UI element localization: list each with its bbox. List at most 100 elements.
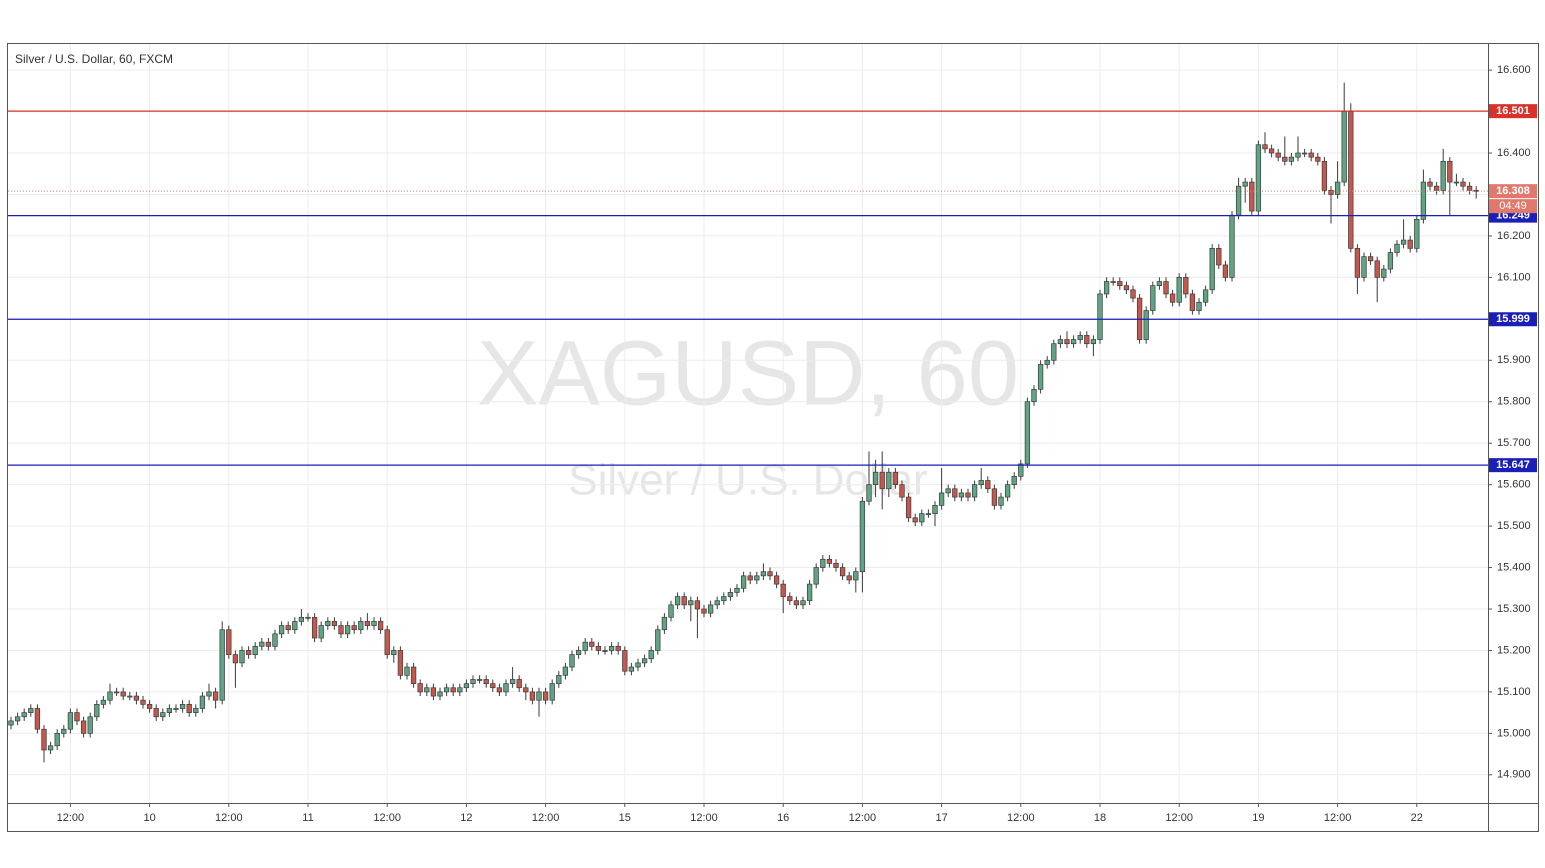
candle-body [1420, 181, 1427, 220]
candle-body [1037, 364, 1044, 390]
candle-body [199, 695, 206, 709]
candle-body [905, 496, 912, 519]
candle-body [272, 633, 278, 647]
last-price-box [1489, 184, 1537, 199]
x-tick-label: 12:00 [690, 812, 718, 824]
candle-body [1460, 181, 1466, 187]
candle-body [1150, 285, 1156, 311]
candle-body [516, 679, 522, 689]
candle-body [483, 679, 489, 684]
candle-body [1295, 152, 1301, 158]
y-tick-label: 15.100 [1497, 686, 1531, 698]
candle-body [694, 600, 701, 610]
candle-body [331, 621, 338, 626]
candle-body [1229, 214, 1235, 278]
y-tick-label: 15.500 [1497, 520, 1531, 532]
candle-body [866, 484, 872, 502]
level-label: 15.647 [1496, 459, 1530, 471]
y-tick-label: 15.400 [1497, 561, 1531, 573]
candle-body [430, 687, 437, 697]
candle-body [681, 596, 687, 606]
candle-body [21, 712, 27, 718]
candle-body [133, 695, 140, 701]
y-tick-label: 16.200 [1497, 230, 1531, 242]
candle-body [721, 596, 727, 602]
candle-body [582, 641, 588, 651]
candle-body [298, 616, 305, 622]
candle-body [688, 600, 694, 606]
candle-body [245, 650, 252, 655]
candle-body [1176, 277, 1182, 303]
x-tick-label: 17 [935, 812, 947, 824]
candle-body [1315, 156, 1321, 162]
y-tick-label: 14.900 [1497, 769, 1531, 781]
candle-body [773, 575, 780, 585]
candle-body [1183, 277, 1189, 295]
candle-body [1262, 144, 1268, 150]
candle-body [1348, 111, 1354, 249]
candle-body [985, 480, 991, 490]
candle-body [1216, 248, 1222, 266]
candle-body [476, 679, 483, 681]
candle-body [701, 608, 707, 614]
candle-body [1117, 281, 1123, 287]
candle-body [1097, 293, 1103, 340]
chart-title: Silver / U.S. Dollar, 60, FXCM [15, 52, 173, 66]
candle-body [80, 720, 87, 734]
candle-body [595, 645, 602, 651]
y-tick-label: 16.400 [1497, 147, 1531, 159]
candle-body [1090, 339, 1097, 345]
candle-body [529, 691, 536, 701]
candle-body [1196, 301, 1202, 311]
candle-body [384, 629, 390, 655]
candle-body [1189, 293, 1196, 311]
candle-body [833, 563, 839, 568]
x-tick-label: 22 [1411, 812, 1423, 824]
candle-body [496, 687, 503, 693]
candle-body [622, 650, 628, 672]
candle-body [179, 703, 186, 709]
candle-body [674, 596, 681, 606]
candle-body [285, 625, 291, 631]
candle-body [1381, 268, 1387, 278]
candle-body [1123, 285, 1130, 291]
candle-body [34, 708, 41, 730]
candle-body [820, 558, 826, 568]
candle-body [1064, 339, 1070, 345]
candle-body [1169, 293, 1176, 303]
x-tick-label: 12:00 [1007, 812, 1035, 824]
candle-body [87, 716, 93, 734]
candle-body [351, 625, 357, 631]
candle-body [1235, 185, 1242, 216]
candle-body [1414, 218, 1420, 249]
candle-body [1103, 281, 1110, 295]
candle-body [562, 666, 569, 676]
y-tick-label: 15.200 [1497, 644, 1531, 656]
x-tick-label: 18 [1094, 812, 1106, 824]
candle-body [760, 571, 767, 577]
candle-body [826, 558, 833, 564]
candle-body [450, 687, 456, 693]
candle-body [641, 658, 648, 664]
candle-body [28, 708, 34, 713]
candle-body [94, 703, 100, 718]
candle-body [278, 625, 285, 635]
candle-body [219, 629, 225, 701]
x-tick-label: 12:00 [1165, 812, 1193, 824]
candle-body [503, 683, 509, 693]
candle-body [800, 600, 806, 606]
candle-body [113, 691, 120, 694]
candle-body [146, 703, 153, 709]
candle-body [542, 691, 549, 701]
candle-body [8, 720, 14, 726]
candle-body [1394, 243, 1400, 253]
y-tick-label: 15.300 [1497, 603, 1531, 615]
x-tick-label: 12:00 [849, 812, 877, 824]
candle-body [140, 699, 146, 705]
candle-body [371, 621, 377, 626]
candle-body [1282, 156, 1288, 162]
candle-body [391, 650, 397, 655]
x-tick-label: 16 [777, 812, 789, 824]
candle-body [879, 471, 885, 490]
